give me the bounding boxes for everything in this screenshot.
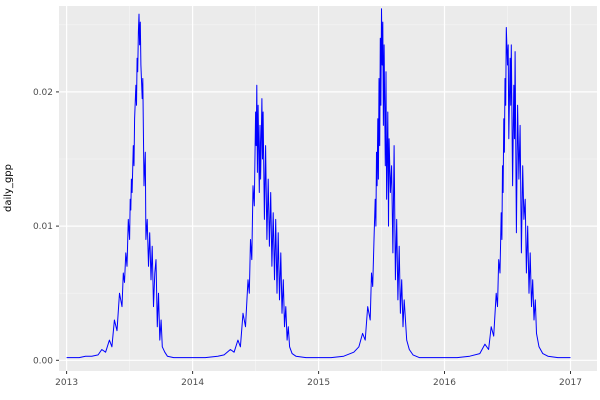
data-line-daily-gpp: [66, 8, 571, 359]
y-axis-tick-label: 0.01: [33, 222, 53, 232]
x-axis-tick-label: 2015: [307, 378, 330, 388]
x-axis-tick-label: 2014: [181, 378, 204, 388]
y-axis-title: daily_gpp: [3, 164, 14, 212]
y-axis-tick-label: 0.02: [33, 88, 53, 98]
x-axis-tick-label: 2016: [433, 378, 456, 388]
y-axis-tick-label: 0.00: [33, 356, 53, 366]
x-axis-tick-label: 2017: [559, 378, 582, 388]
x-axis-tick-label: 2013: [55, 378, 78, 388]
